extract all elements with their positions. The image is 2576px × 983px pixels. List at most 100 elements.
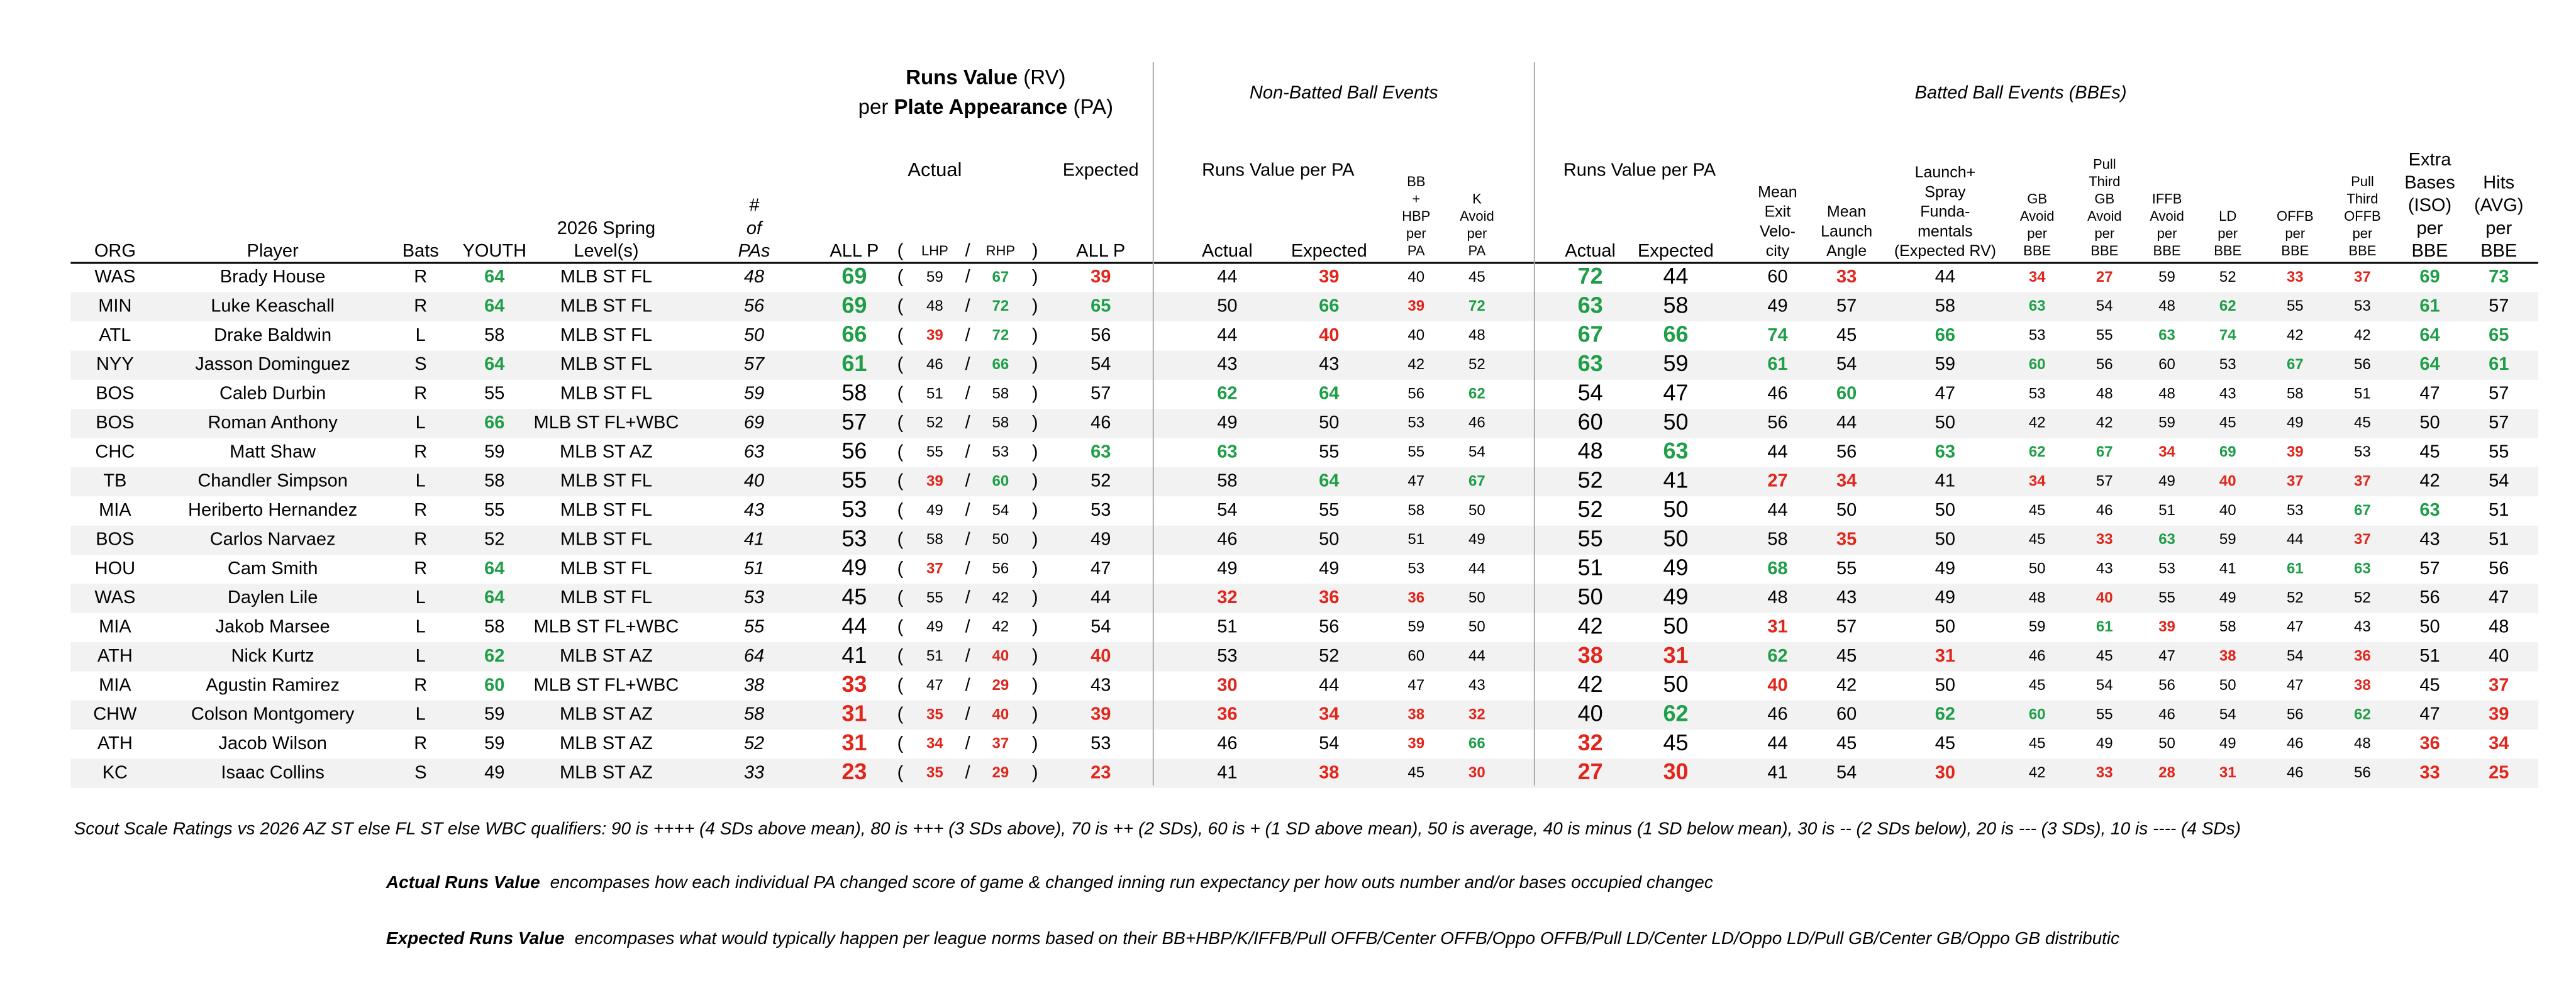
cell-value: 38 [2354,677,2371,694]
cell-value: MLB ST AZ [560,442,653,462]
cell-value: 56 [1767,413,1787,433]
cell-value: 46 [2158,706,2175,723]
cell-value: 43 [2219,385,2236,402]
cell-value: 54 [1836,762,1857,782]
cell-value: 45 [2029,677,2046,694]
cell-value: L [416,704,426,725]
cell-value: 62 [484,646,504,666]
cell-value: 49 [1767,296,1787,316]
cell-value: 52 [484,529,504,549]
row-punct: ) [1032,471,1038,491]
row-punct: ) [1032,646,1038,666]
cell-value: 40 [1578,700,1603,726]
header-line: mentals [1918,222,1973,240]
cell-value: 54 [2219,706,2236,723]
cell-value: 55 [484,384,504,404]
cell-value: 48 [926,297,943,314]
row-punct: ) [1032,413,1038,433]
cell-value: 50 [2419,413,2440,433]
sub-header: Actual [908,158,962,180]
row-punct: ( [897,617,904,637]
cell-value: 27 [2096,269,2113,286]
cell-value: 67 [1468,472,1485,489]
row-label: ATH [97,733,133,753]
cell-value: 63 [1217,442,1237,462]
row-label: CHW [93,704,137,725]
cell-value: 50 [1935,500,1955,520]
row-label: Jasson Dominguez [195,354,350,374]
header-line: Hits [2483,172,2514,192]
cell-value: 52 [744,733,764,753]
title-part: Runs Value [906,65,1018,89]
cell-value: 50 [1319,413,1339,433]
cell-value: 50 [1319,529,1339,549]
cell-value: 44 [1767,500,1787,520]
row-punct: ( [897,442,904,462]
row-stripe [70,700,2538,730]
cell-value: 46 [2096,502,2113,519]
cell-value: 69 [744,413,764,433]
cell-value: 46 [1468,414,1485,431]
definition-term: Expected Runs Value [386,928,565,948]
row-stripe [70,409,2538,438]
cell-value: L [416,471,426,491]
cell-value: 49 [2158,472,2175,489]
cell-value: 46 [2287,735,2304,752]
cell-value: 54 [992,502,1009,519]
cell-value: 53 [1091,733,1111,753]
cell-value: 61 [2096,618,2113,635]
cell-value: 39 [1319,267,1339,287]
group-title: Runs Value (RV) [906,65,1065,89]
cell-value: 51 [2489,500,2509,520]
row-punct: ) [1032,442,1038,462]
cell-value: 33 [2287,269,2304,286]
cell-value: 44 [1319,675,1339,695]
cell-value: R [414,442,427,462]
cell-value: 52 [926,414,943,431]
cell-value: 56 [2096,356,2113,373]
cell-value: 32 [1468,706,1485,723]
cell-value: 47 [2419,704,2440,725]
cell-value: 39 [2489,704,2509,725]
row-punct: ( [897,646,904,666]
cell-value: 57 [2096,472,2113,489]
row-punct: / [965,354,971,374]
column-header: BB + HBP per PA [1402,174,1430,258]
header-line: Extra [2409,150,2452,170]
header-line: per [2094,225,2114,241]
group-title: Batted Ball Events (BBEs) [1915,83,2127,103]
cell-value: L [416,617,426,637]
row-punct: ) [1032,296,1038,316]
row-label: KC [103,762,128,782]
cell-value: 45 [1935,733,1955,753]
cell-value: 53 [1217,646,1237,666]
row-punct: / [965,675,971,695]
cell-value: MLB ST FL [560,296,652,316]
cell-value: 29 [992,677,1009,694]
cell-value: MLB ST FL [560,384,652,404]
row-stripe [70,642,2538,672]
cell-value: 59 [1935,354,1955,374]
cell-value: 50 [2219,677,2236,694]
cell-value: 33 [1836,267,1857,287]
cell-value: 56 [1091,325,1111,345]
header-line: (ISO) [2408,195,2451,215]
cell-value: 47 [1935,384,1955,404]
cell-value: 62 [1767,646,1787,666]
cell-value: 46 [926,356,943,373]
row-label: Jacob Wilson [218,733,326,753]
row-punct: ) [1032,500,1038,520]
row-label: WAS [94,587,135,608]
cell-value: 58 [484,325,504,345]
header-line: 2026 Spring [557,218,655,238]
cell-value: 58 [841,379,867,405]
cell-value: 39 [926,327,943,344]
cell-value: 40 [744,471,764,491]
header-line: city [1766,242,1790,260]
cell-value: 51 [2158,502,2175,519]
cell-value: 53 [2219,356,2236,373]
header-line: ORG [94,241,136,261]
cell-value: 58 [2287,385,2304,402]
cell-value: 55 [2158,589,2175,606]
column-header: RHP [986,243,1015,258]
